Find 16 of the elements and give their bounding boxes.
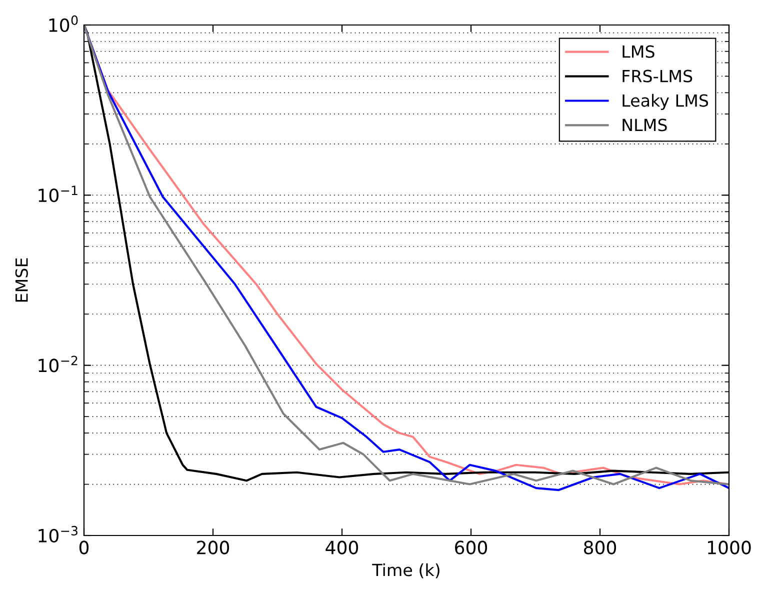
x-tick-label: 800 xyxy=(584,540,616,554)
y-tick-label: 10$^{−3}$ xyxy=(38,526,78,542)
x-tick-label: 200 xyxy=(197,540,230,554)
legend-label: LMS xyxy=(622,45,654,58)
y-tick-label: 10$^{0}$ xyxy=(49,15,78,32)
x-axis-title: Time (k) xyxy=(372,563,440,578)
x-tick-label: 1000 xyxy=(708,540,751,554)
legend-label: Leaky LMS xyxy=(622,94,708,110)
y-axis-title: EMSE xyxy=(15,258,28,302)
legend-label: FRS-LMS xyxy=(622,70,692,82)
y-tick-label: 10$^{−2}$ xyxy=(38,356,78,372)
legend-label: NLMS xyxy=(622,118,667,132)
x-tick-label: 600 xyxy=(455,540,488,554)
x-tick-label: 400 xyxy=(326,540,358,554)
y-tick-label: 10$^{−1}$ xyxy=(38,186,78,202)
x-tick-label: 0 xyxy=(79,540,89,554)
